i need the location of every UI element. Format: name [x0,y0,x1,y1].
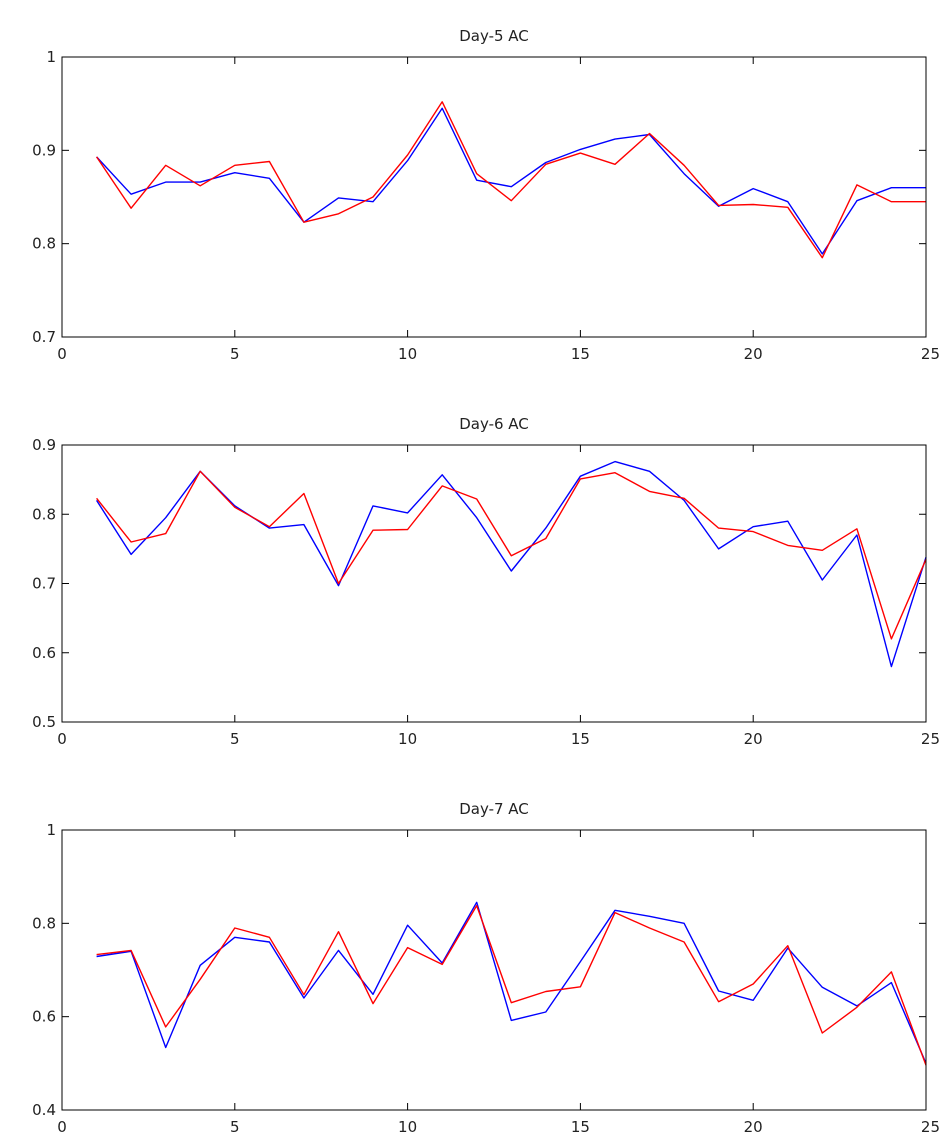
series-line-red [96,470,927,640]
subplot-1: Day-5 AC 0 5 10 15 20 25 0.7 0.8 0.9 1 [32,27,940,363]
x-tick-label: 5 [230,1118,240,1136]
series-line-red [96,101,926,259]
x-tick-label: 25 [921,1118,940,1136]
series-line-blue [96,107,926,255]
x-tick-label: 15 [571,1118,590,1136]
series-line-blue [96,901,927,1064]
x-tick-label: 5 [230,345,240,363]
y-tick-label: 0.4 [32,1101,56,1119]
subplot-3: Day-7 AC 0 5 10 15 20 25 0.4 0.6 0.8 1 [32,800,940,1136]
chart-title: Day-7 AC [459,800,529,818]
y-tick-label: 0.8 [32,505,56,523]
series-line-red [96,904,927,1066]
y-tick-label: 1 [46,48,56,66]
x-tick-label: 25 [921,345,940,363]
x-tick-label: 0 [57,730,67,748]
y-tick-label: 0.6 [32,1008,56,1026]
y-tick-label: 0.9 [32,141,56,159]
x-tick-label: 10 [398,1118,417,1136]
x-tick-label: 15 [571,730,590,748]
x-tick-label: 10 [398,345,417,363]
x-tick-label: 20 [744,1118,763,1136]
y-tick-label: 0.9 [32,436,56,454]
x-tick-label: 20 [744,345,763,363]
subplot-2: Day-6 AC 0 5 10 15 20 25 0.5 0.6 0.7 0.8 0.9 [32,415,940,748]
y-tick-label: 1 [46,821,56,839]
x-tick-label: 0 [57,1118,67,1136]
axes-box [61,829,927,1111]
chart-title: Day-6 AC [459,415,529,433]
chart-title: Day-5 AC [459,27,529,45]
axes-box [61,56,927,338]
x-tick-label: 25 [921,730,940,748]
x-tick-label: 15 [571,345,590,363]
y-tick-label: 0.8 [32,235,56,253]
y-tick-label: 0.6 [32,644,56,662]
x-tick-label: 5 [230,730,240,748]
y-tick-label: 0.7 [32,328,56,346]
y-tick-label: 0.7 [32,575,56,593]
y-tick-label: 0.5 [32,713,56,731]
x-tick-label: 0 [57,345,67,363]
x-tick-label: 20 [744,730,763,748]
y-tick-label: 0.8 [32,914,56,932]
x-tick-label: 10 [398,730,417,748]
